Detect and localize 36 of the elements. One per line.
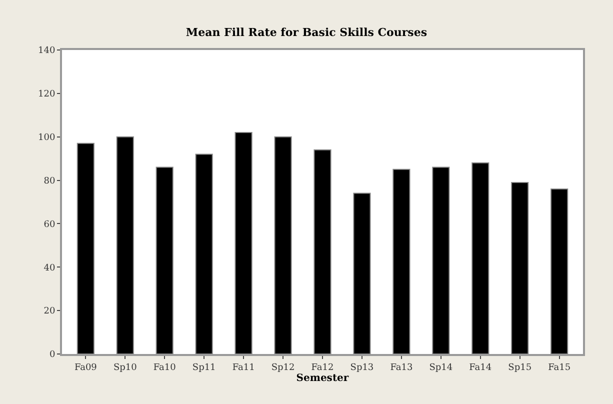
y-tick-label: 140 — [38, 46, 56, 56]
y-tick-label: 100 — [38, 133, 56, 144]
x-tick-label: Sp13 — [350, 362, 374, 373]
x-tick-label: Fa13 — [390, 362, 413, 373]
bar — [472, 162, 490, 354]
x-tick-label: Fa09 — [74, 362, 98, 373]
y-tick-label: 20 — [44, 306, 56, 317]
y-tick-label: 80 — [44, 176, 56, 186]
x-tick-label: Sp11 — [192, 362, 216, 373]
bar — [234, 132, 252, 354]
chart-title: Mean Fill Rate for Basic Skills Courses — [186, 26, 428, 39]
x-tick-label: Fa14 — [469, 362, 492, 373]
bar — [195, 154, 213, 354]
x-tick-label: Sp10 — [113, 362, 138, 373]
x-tick-label: Fa12 — [311, 362, 334, 373]
x-axis-title: Semester — [296, 372, 350, 384]
x-tick-label: Fa15 — [548, 362, 571, 373]
y-tick-label: 40 — [44, 263, 56, 274]
y-tick-label: 0 — [49, 350, 56, 360]
x-tick-label: Fa11 — [232, 362, 255, 373]
bar — [353, 192, 371, 354]
x-tick-label: Sp15 — [508, 362, 532, 373]
bar — [116, 136, 134, 354]
bar — [76, 142, 94, 354]
bar — [156, 166, 174, 354]
bar — [274, 136, 292, 354]
x-tick-label: Sp12 — [271, 362, 295, 373]
bar — [432, 166, 450, 354]
y-tick-label: 120 — [38, 90, 56, 100]
y-tick-label: 60 — [44, 220, 56, 230]
bar — [314, 149, 332, 354]
bar — [392, 168, 410, 354]
x-tick-label: Fa10 — [153, 362, 176, 373]
bar — [511, 182, 529, 354]
bar — [550, 188, 568, 354]
x-tick-label: Sp14 — [429, 362, 453, 373]
